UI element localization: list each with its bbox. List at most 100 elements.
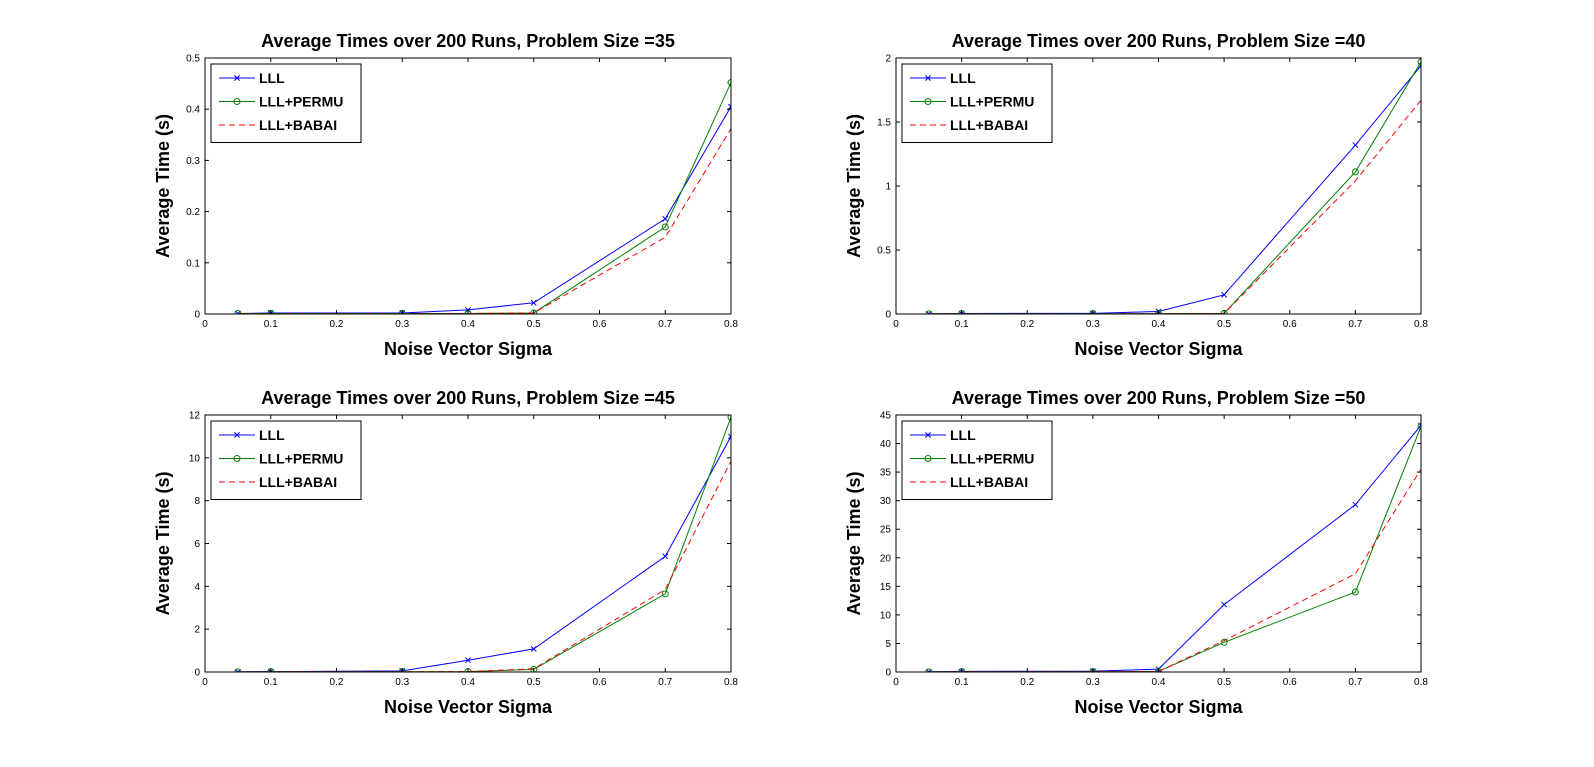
- subplot-2: 0 0.1 0.2 0.3 0.4 0.5 0.6 0.7 0.8 0 0.5 1 1.5 2 Averag…: [844, 31, 1428, 359]
- data-point: [662, 553, 669, 560]
- x-tick-label: 0.2: [330, 319, 344, 330]
- y-tick-label: 0: [194, 310, 200, 321]
- data-point: [1220, 638, 1228, 646]
- legend-entry: LLL+PERMU: [219, 451, 343, 467]
- y-tick-label: 0.3: [186, 156, 200, 167]
- y-axis-label: Average Time (s): [844, 471, 864, 615]
- x-tick-label: 0.6: [1283, 319, 1297, 330]
- legend-entry: LLL+BABAI: [910, 474, 1028, 490]
- data-point: [661, 223, 669, 231]
- subplot-3: 0 0.1 0.2 0.3 0.4 0.5 0.6 0.7 0.8 0 2 4 6 8 10 12 Averag…: [153, 388, 738, 717]
- data-point: [234, 310, 241, 314]
- x-tick-label: 0.4: [461, 319, 475, 330]
- x-tick-label: 0.3: [395, 677, 409, 688]
- legend-entry: LLL+BABAI: [219, 117, 337, 133]
- y-axis-label: Average Time (s): [844, 114, 864, 258]
- legend-label: LLL+BABAI: [259, 474, 337, 490]
- x-tick-label: 0.5: [1217, 677, 1231, 688]
- x-tick-label: 0.1: [264, 677, 278, 688]
- x-tick-label: 0.8: [724, 319, 738, 330]
- y-tick-label: 2: [885, 54, 891, 65]
- legend-label: LLL+PERMU: [259, 94, 343, 110]
- y-tick-label: 4: [194, 582, 200, 593]
- x-tick-label: 0.8: [1414, 319, 1428, 330]
- x-tick-label: 0.7: [658, 319, 672, 330]
- x-tick-label: 0.4: [1152, 319, 1166, 330]
- legend-entry: LLL: [910, 427, 976, 443]
- legend-label: LLL: [950, 70, 976, 86]
- subplot-4: 0 0.1 0.2 0.3 0.4 0.5 0.6 0.7 0.8 0 5 10 15 20 25 30 35 4…: [844, 388, 1428, 717]
- legend-marker: [234, 75, 240, 81]
- legend: LLL LLL+PERMU LLL+BABAI: [901, 63, 1053, 143]
- legend: LLL LLL+PERMU LLL+BABAI: [210, 420, 362, 500]
- y-tick-label: 8: [194, 496, 200, 507]
- legend-label: LLL+BABAI: [259, 117, 337, 133]
- legend-entry: LLL+BABAI: [219, 474, 337, 490]
- x-axis-label: Noise Vector Sigma: [1074, 339, 1243, 359]
- y-tick-label: 0.5: [877, 246, 891, 257]
- x-tick-label: 0.5: [1217, 319, 1231, 330]
- x-tick-label: 0.7: [1348, 319, 1362, 330]
- y-tick-label: 45: [880, 411, 892, 422]
- x-tick-label: 0.2: [1020, 677, 1034, 688]
- data-point: [465, 306, 471, 313]
- data-point: [530, 665, 538, 672]
- data-point: [465, 657, 471, 664]
- data-point: [1351, 588, 1359, 596]
- x-axis-label: Noise Vector Sigma: [384, 339, 553, 359]
- y-tick-label: 10: [189, 453, 201, 464]
- chart-title: Average Times over 200 Runs, Problem Siz…: [952, 31, 1366, 51]
- x-tick-label: 0.4: [1152, 677, 1166, 688]
- chart-title: Average Times over 200 Runs, Problem Siz…: [952, 388, 1366, 408]
- data-point: [530, 645, 537, 652]
- data-point: [661, 590, 669, 598]
- legend: LLL LLL+PERMU LLL+BABAI: [210, 63, 362, 143]
- data-point: [1221, 291, 1228, 298]
- legend-marker: [233, 455, 241, 462]
- legend-entry: LLL+BABAI: [910, 117, 1028, 133]
- y-axis-label: Average Time (s): [153, 114, 173, 258]
- y-tick-label: 35: [880, 468, 892, 479]
- y-tick-label: 0.2: [186, 207, 200, 218]
- y-tick-label: 0.1: [186, 258, 200, 269]
- data-point: [727, 415, 731, 421]
- x-tick-label: 0.6: [593, 677, 607, 688]
- x-tick-label: 0.3: [1086, 677, 1100, 688]
- data-point: [1417, 58, 1421, 66]
- x-axis-label: Noise Vector Sigma: [1074, 697, 1243, 717]
- x-tick-label: 0.6: [593, 319, 607, 330]
- y-tick-label: 20: [880, 553, 892, 564]
- legend-entry: LLL: [219, 427, 285, 443]
- legend-marker: [924, 455, 932, 462]
- data-point: [727, 79, 731, 87]
- y-tick-label: 15: [880, 582, 892, 593]
- x-axis-label: Noise Vector Sigma: [384, 697, 553, 717]
- y-tick-label: 0: [885, 310, 891, 321]
- data-point: [1417, 422, 1421, 430]
- legend-label: LLL: [259, 70, 285, 86]
- y-tick-label: 0.4: [186, 105, 200, 116]
- legend-label: LLL+PERMU: [950, 94, 1034, 110]
- x-tick-label: 0.7: [1348, 677, 1362, 688]
- x-tick-label: 0.3: [395, 319, 409, 330]
- legend-marker: [924, 98, 932, 105]
- x-tick-label: 0.8: [724, 677, 738, 688]
- y-tick-label: 40: [880, 439, 892, 450]
- x-tick-label: 0.2: [330, 677, 344, 688]
- chart-title: Average Times over 200 Runs, Problem Siz…: [261, 388, 675, 408]
- legend-label: LLL: [950, 427, 976, 443]
- data-point: [1352, 142, 1359, 148]
- legend-box: [210, 420, 362, 500]
- x-tick-label: 0.5: [527, 319, 541, 330]
- legend-label: LLL: [259, 427, 285, 443]
- subplot-1: 0 0.1 0.2 0.3 0.4 0.5 0.6 0.7 0.8 0 0.1 0.2 0.3 0.4 0.…: [153, 31, 738, 359]
- y-tick-label: 1.5: [877, 118, 891, 129]
- x-tick-label: 0: [893, 319, 899, 330]
- legend-entry: LLL: [910, 70, 976, 86]
- x-tick-label: 0.6: [1283, 677, 1297, 688]
- x-tick-label: 0: [893, 677, 899, 688]
- legend-marker: [233, 98, 241, 105]
- legend-entry: LLL+PERMU: [910, 94, 1034, 110]
- data-point: [1352, 501, 1359, 508]
